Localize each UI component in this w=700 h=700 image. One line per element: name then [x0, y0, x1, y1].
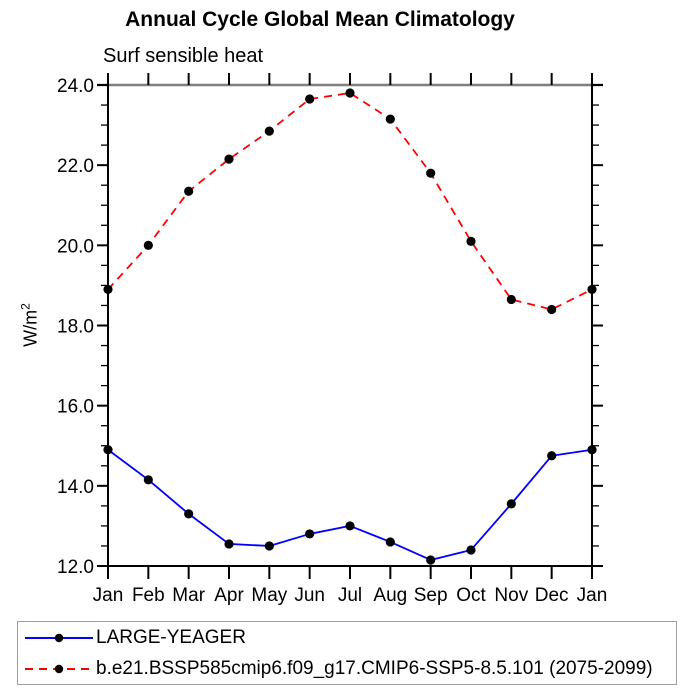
legend-label-series-1: LARGE-YEAGER [96, 626, 246, 648]
x-tick-label: Aug [373, 585, 407, 606]
y-tick-label: 18.0 [57, 317, 94, 338]
data-point-marker [506, 499, 516, 509]
data-point-marker [587, 284, 597, 295]
data-point-marker [466, 236, 476, 246]
data-point-marker [587, 445, 597, 455]
data-point-marker [224, 539, 234, 549]
legend: LARGE-YEAGER b.e21.BSSP585cmip6.f09_g17.… [17, 621, 677, 685]
data-point-marker [426, 168, 436, 178]
x-tick-label: Sep [414, 585, 448, 606]
data-point-marker [184, 509, 194, 519]
x-tick-label: Jan [577, 585, 608, 606]
data-point-marker [345, 521, 355, 531]
y-tick-label: 20.0 [57, 236, 94, 257]
data-point-marker [547, 304, 557, 315]
chart-canvas: Jan Feb Mar Apr May Jun Jul Aug Sep Oct Nov Dec Jan 1… [57, 73, 608, 606]
y-tick-label: 16.0 [57, 397, 94, 418]
x-tick-label: Jul [338, 585, 362, 606]
data-point-marker [345, 88, 355, 98]
data-point-marker [506, 294, 516, 305]
y-tick-label: 14.0 [57, 477, 94, 498]
x-tick-label: Mar [172, 585, 205, 606]
data-point-marker [547, 451, 557, 461]
data-point-marker [184, 186, 194, 196]
x-tick-label: Jan [93, 585, 124, 606]
data-point-marker [466, 545, 476, 555]
x-tick-label: Oct [456, 585, 486, 606]
data-point-marker [264, 126, 274, 136]
series-line-0 [107, 448, 593, 561]
x-tick-label: Apr [214, 585, 244, 606]
data-point-marker [385, 114, 395, 124]
y-tick-label: 24.0 [57, 76, 94, 97]
x-tick-label: Nov [494, 585, 528, 606]
x-tick-label: Feb [132, 585, 165, 606]
data-point-marker [305, 529, 315, 539]
chart-title: Annual Cycle Global Mean Climatology [125, 8, 515, 31]
y-tick-label: 22.0 [57, 156, 94, 177]
data-point-marker [264, 541, 274, 551]
data-point-marker [224, 154, 234, 164]
legend-item-ssp585: b.e21.BSSP585cmip6.f09_g17.CMIP6-SSP5-8.… [18, 656, 676, 682]
data-point-marker [143, 240, 153, 250]
data-point-marker [426, 555, 436, 565]
series-line-1 [107, 92, 593, 311]
legend-sample-marker [54, 664, 64, 673]
y-tick-label: 12.0 [57, 557, 94, 578]
legend-sample-marker [54, 633, 64, 642]
x-tick-label: Dec [535, 585, 569, 606]
chart-subtitle: Surf sensible heat [103, 45, 264, 67]
legend-line-sample-dashed [25, 664, 93, 673]
data-point-marker [103, 284, 113, 295]
data-point-marker [143, 475, 153, 485]
legend-label-series-2: b.e21.BSSP585cmip6.f09_g17.CMIP6-SSP5-8.… [96, 657, 653, 679]
legend-item-large-yeager: LARGE-YEAGER [18, 625, 676, 651]
data-point-marker [103, 445, 113, 455]
legend-line-sample-solid [25, 633, 93, 642]
x-tick-label: May [251, 585, 287, 606]
x-tick-label: Jun [294, 585, 325, 606]
data-point-marker [385, 537, 395, 547]
data-point-marker [305, 94, 315, 104]
